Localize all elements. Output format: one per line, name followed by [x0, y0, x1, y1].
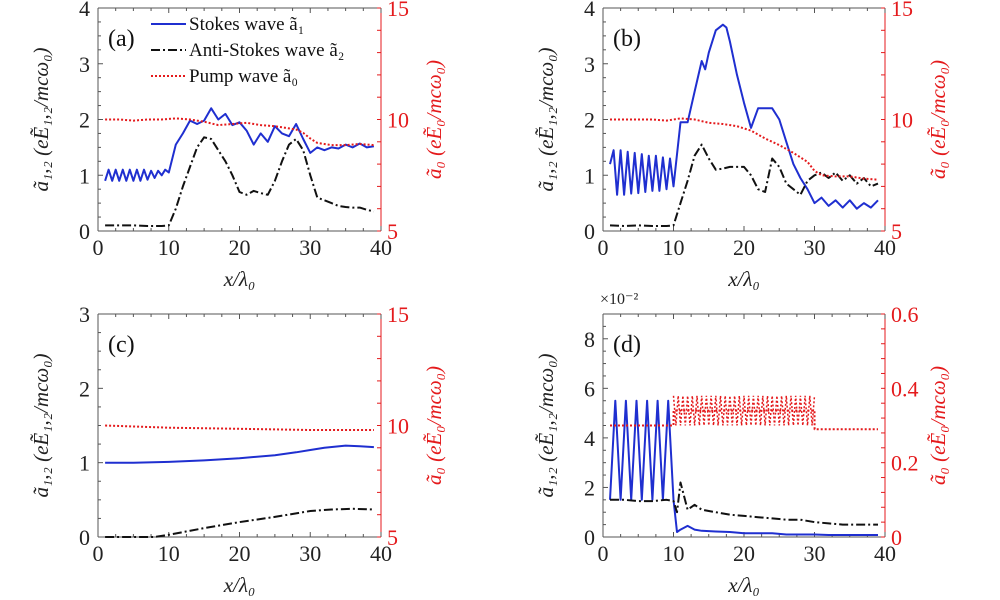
y-tick-label-left: 0: [79, 525, 90, 550]
y-tick-label-left: 4: [584, 426, 595, 451]
legend: Stokes wave ã₁ Anti-Stokes wave ã₂ Pump wa…: [151, 14, 344, 87]
y-tick-label-right: 5: [387, 525, 398, 550]
y-axis-label-right: ã₀ (eẼ₀/mcω₀): [926, 60, 950, 179]
y-tick-label-left: 3: [584, 52, 595, 77]
y-tick-label-left: 2: [79, 108, 90, 133]
y-tick-label-right: 5: [387, 219, 398, 244]
x-axis-label: x/λ₀: [223, 267, 256, 291]
y-tick-label-left: 3: [79, 302, 90, 327]
x-tick-label: 20: [229, 235, 251, 260]
y-tick-label-left: 2: [584, 475, 595, 500]
panel-label: (d): [613, 332, 641, 358]
series-pump: [610, 409, 878, 431]
x-tick-label: 20: [229, 541, 251, 566]
panel-label: (a): [108, 26, 135, 52]
panel-label: (b): [613, 26, 641, 52]
y-axis-label-left: ã₁,₂ (eẼ₁,₂/mcω₀): [534, 47, 558, 191]
x-tick-label: 40: [370, 541, 392, 566]
y-tick-label-right: 15: [387, 302, 409, 327]
legend-label-stokes: Stokes wave ã₁: [189, 14, 304, 35]
x-tick-label: 20: [733, 235, 755, 260]
x-tick-label: 30: [804, 541, 826, 566]
x-axis-label: x/λ₀: [727, 573, 760, 597]
series-antistokes: [610, 481, 878, 526]
series-pump: [610, 117, 879, 181]
y-tick-label-left: 0: [584, 525, 595, 550]
series-stokes: [104, 107, 375, 182]
x-tick-label: 0: [598, 541, 609, 566]
series-pump: [105, 117, 374, 147]
y-tick-label-right: 10: [891, 108, 913, 133]
series-antistokes: [105, 507, 374, 538]
x-tick-label: 30: [804, 235, 826, 260]
x-tick-label: 10: [663, 235, 685, 260]
y-axis-label-right: ã₀ (eẼ₀/mcω₀): [422, 60, 446, 179]
y-tick-label-right: 0.4: [891, 376, 919, 401]
panel-b: 0 10 20 30 40 0 1 2 3 4 5 10 15 x/λ₀ ã₁,₂ (eẼ₁,₂/mcω₀)…: [534, 0, 950, 291]
y-tick-label-left: 3: [79, 52, 90, 77]
panel-c: 0 10 20 30 40 0 1 2 3 5 10 15 x/λ₀ ã₁,₂ (eẼ₁,₂/mcω₀) ã…: [29, 302, 446, 597]
y-axis-label-left: ã₁,₂ (eẼ₁,₂/mcω₀): [29, 353, 53, 497]
y-tick-label-left: 2: [584, 108, 595, 133]
y-axis-label-left: ã₁,₂ (eẼ₁,₂/mcω₀): [29, 47, 53, 191]
panel-label: (c): [108, 332, 135, 358]
y-tick-label-right: 0.2: [891, 451, 919, 476]
panel-a: 0 10 20 30 40 0 1 2 3 4 5 10 15 x/λ₀ ã₁,₂ (eẼ₁,₂/mcω₀)…: [29, 0, 446, 291]
legend-label-antistokes: Anti-Stokes wave ã₂: [189, 40, 344, 61]
series-stokes: [609, 23, 879, 210]
y-tick-label-right: 0.6: [891, 302, 919, 327]
series-antistokes: [609, 143, 879, 227]
x-tick-label: 0: [93, 235, 104, 260]
y-tick-label-right: 15: [891, 0, 913, 21]
x-tick-label: 10: [663, 541, 685, 566]
x-tick-label: 0: [598, 235, 609, 260]
x-tick-label: 30: [299, 541, 321, 566]
y-tick-label-left: 1: [584, 163, 595, 188]
x-axis-label: x/λ₀: [223, 573, 256, 597]
x-tick-label: 30: [299, 235, 321, 260]
x-tick-label: 40: [370, 235, 392, 260]
y-tick-label-right: 15: [387, 0, 409, 21]
x-tick-label: 10: [158, 541, 180, 566]
y-axis-label-left: ã₁,₂ (eẼ₁,₂/mcω₀): [534, 353, 558, 497]
y-tick-label-left: 1: [79, 451, 90, 476]
x-tick-label: 40: [874, 235, 896, 260]
series-antistokes: [105, 136, 375, 227]
series-stokes: [609, 399, 878, 536]
y-tick-label-left: 0: [79, 219, 90, 244]
y-tick-label-left: 6: [584, 376, 595, 401]
legend-label-pump: Pump wave ã₀: [189, 66, 298, 87]
y-tick-label-left: 1: [79, 163, 90, 188]
y-tick-label-left: 4: [79, 0, 90, 21]
series-pump-oscillation: [672, 395, 816, 426]
y-tick-label-right: 10: [387, 414, 409, 439]
y-axis-label-right: ã₀ (eẼ₀/mcω₀): [422, 366, 446, 485]
x-tick-label: 20: [733, 541, 755, 566]
x-tick-label: 0: [93, 541, 104, 566]
x-tick-label: 40: [874, 541, 896, 566]
y-tick-label-right: 0: [891, 525, 902, 550]
x-tick-label: 10: [158, 235, 180, 260]
y-axis-label-right: ã₀ (eẼ₀/mcω₀): [926, 366, 950, 485]
x-axis-label: x/λ₀: [727, 267, 760, 291]
series-pump: [105, 424, 374, 431]
y-tick-label-left: 4: [584, 0, 595, 21]
y-tick-label-right: 5: [891, 219, 902, 244]
y-tick-label-left: 8: [584, 327, 595, 352]
y-tick-label-right: 10: [387, 108, 409, 133]
y-tick-label-left: 2: [79, 376, 90, 401]
y-multiplier-label: ×10⁻²: [600, 291, 638, 308]
series-stokes: [105, 444, 374, 464]
y-tick-label-left: 0: [584, 219, 595, 244]
